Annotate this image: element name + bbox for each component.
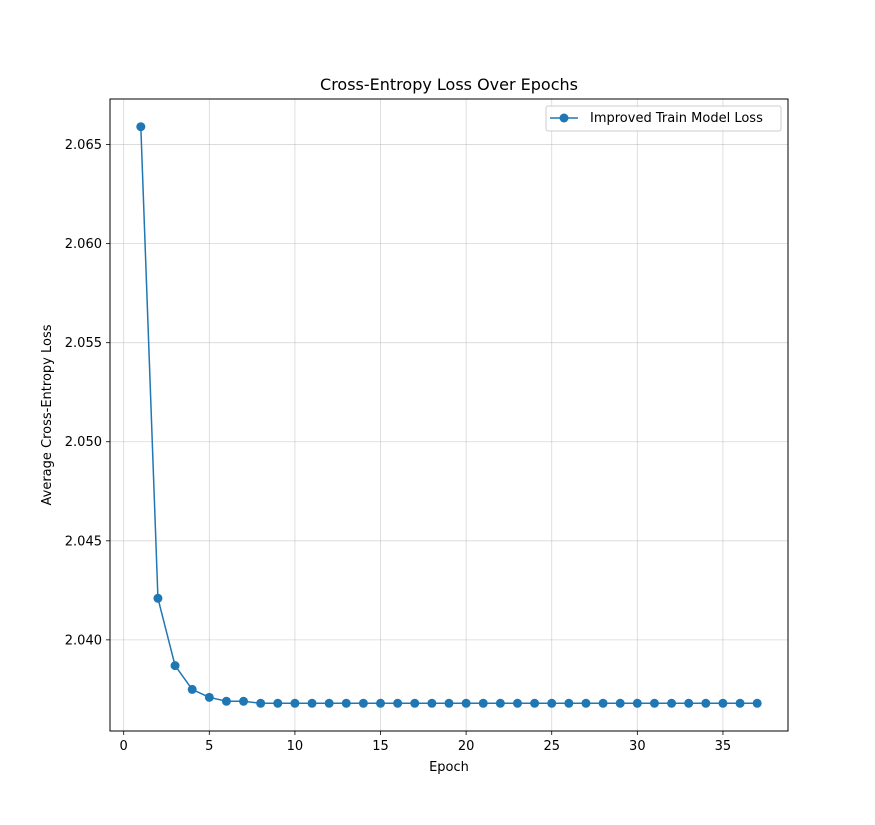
data-point [530,698,540,708]
data-point [410,698,420,708]
data-point [204,692,214,702]
y-tick-label: 2.050 [65,435,102,450]
legend-label: Improved Train Model Loss [590,111,763,126]
y-tick-label: 2.040 [65,633,102,648]
data-point [667,698,677,708]
data-point [136,122,146,132]
legend-marker-swatch [559,113,569,123]
data-point [547,698,557,708]
x-tick-label: 30 [629,739,646,754]
data-point [187,684,197,694]
data-point [701,698,711,708]
data-point [718,698,728,708]
data-point [752,698,762,708]
data-point [684,698,694,708]
x-tick-label: 25 [543,739,560,754]
data-point [393,698,403,708]
y-tick-label: 2.045 [65,534,102,549]
axis-ticks: 0 5 10 15 20 25 30 35 2.040 2.045 2.050 2.055 2.060 2… [65,138,731,754]
data-point [512,698,522,708]
x-tick-label: 15 [372,739,389,754]
x-axis-label: Epoch [429,760,469,775]
chart-title: Cross-Entropy Loss Over Epochs [320,75,578,94]
data-point [495,698,505,708]
data-point [256,698,266,708]
data-point [239,696,249,706]
x-tick-label: 0 [120,739,128,754]
x-tick-label: 5 [205,739,213,754]
data-point [341,698,351,708]
data-point [478,698,488,708]
x-tick-label: 10 [287,739,304,754]
data-point [632,698,642,708]
series-layer [136,122,762,708]
x-tick-label: 35 [715,739,732,754]
plot-area-frame [109,98,789,732]
y-tick-label: 2.065 [65,138,102,153]
data-point [427,698,437,708]
data-point [735,698,745,708]
y-tick-label: 2.060 [65,237,102,252]
data-point [649,698,659,708]
data-point [598,698,608,708]
data-point [290,698,300,708]
y-tick-label: 2.055 [65,336,102,351]
data-point [221,696,231,706]
data-point [444,698,454,708]
data-point [564,698,574,708]
data-point [307,698,317,708]
legend-box [545,105,782,132]
data-point [615,698,625,708]
data-point [273,698,283,708]
legend: Improved Train Model Loss [545,105,782,132]
data-point [376,698,386,708]
data-point [358,698,368,708]
data-point [170,661,180,671]
grid-lines [110,99,788,731]
data-point [461,698,471,708]
data-point [581,698,591,708]
data-point [153,593,163,603]
data-point [324,698,334,708]
y-axis-label: Average Cross-Entropy Loss [40,324,55,505]
x-tick-label: 20 [458,739,475,754]
